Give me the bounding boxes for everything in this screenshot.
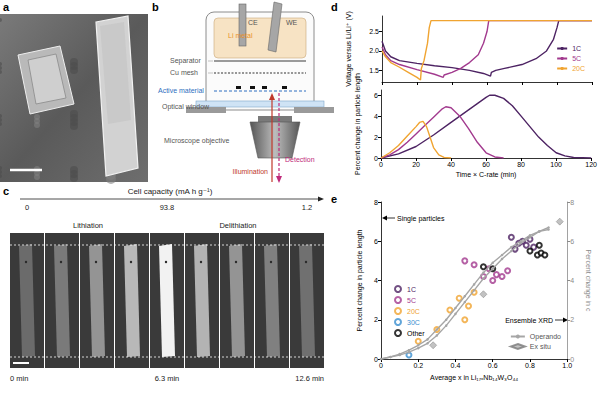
svg-text:Percent change in c: Percent change in c (584, 250, 592, 312)
svg-text:2: 2 (570, 316, 574, 323)
svg-text:Cu mesh: Cu mesh (170, 69, 198, 76)
svg-text:8: 8 (374, 199, 378, 206)
svg-text:Operando: Operando (530, 333, 561, 341)
svg-text:60: 60 (482, 161, 490, 168)
svg-text:20: 20 (412, 161, 420, 168)
svg-text:20C: 20C (572, 65, 585, 72)
svg-text:Ex situ: Ex situ (530, 343, 551, 350)
svg-text:40: 40 (447, 161, 455, 168)
svg-text:Cell capacity (mA h g⁻¹): Cell capacity (mA h g⁻¹) (128, 187, 213, 196)
svg-text:30C: 30C (407, 319, 420, 326)
html-text:b: b (152, 1, 159, 13)
svg-text:0.8: 0.8 (525, 362, 535, 369)
svg-text:Percent change in particle len: Percent change in particle length (354, 73, 362, 175)
svg-text:Time × C-rate (min): Time × C-rate (min) (456, 171, 517, 179)
svg-text:6: 6 (374, 92, 378, 99)
svg-text:0: 0 (374, 155, 378, 162)
svg-text:2: 2 (374, 316, 378, 323)
html-text:e: e (331, 193, 338, 205)
svg-text:CE: CE (248, 19, 258, 26)
svg-text:1C: 1C (407, 286, 416, 293)
html-text:c: c (3, 185, 10, 197)
svg-text:12.6 min: 12.6 min (295, 374, 324, 383)
svg-text:6: 6 (374, 238, 378, 245)
svg-text:5C: 5C (572, 55, 581, 62)
svg-text:20C: 20C (407, 308, 420, 315)
svg-text:Single particles: Single particles (397, 215, 445, 223)
svg-text:6: 6 (570, 238, 574, 245)
svg-text:0 min: 0 min (10, 374, 28, 383)
svg-text:Microscope objective: Microscope objective (164, 137, 229, 145)
svg-text:0.6: 0.6 (488, 362, 498, 369)
svg-text:4: 4 (374, 113, 378, 120)
svg-text:Separator: Separator (170, 57, 201, 65)
svg-text:6.3 min: 6.3 min (155, 374, 180, 383)
svg-text:0: 0 (379, 161, 383, 168)
svg-text:93.8: 93.8 (160, 203, 175, 212)
svg-text:Other: Other (407, 330, 425, 337)
svg-text:4: 4 (374, 277, 378, 284)
svg-text:5C: 5C (407, 297, 416, 304)
svg-text:Li metal: Li metal (228, 32, 253, 39)
svg-text:Ensemble XRD: Ensemble XRD (505, 317, 553, 324)
svg-text:1C: 1C (572, 45, 581, 52)
svg-text:Percent change in particle len: Percent change in particle length (356, 229, 364, 331)
svg-text:0: 0 (570, 355, 575, 363)
svg-text:Voltage versus Li/Li⁺ (V): Voltage versus Li/Li⁺ (V) (345, 11, 353, 87)
svg-text:Illumination: Illumination (233, 168, 269, 175)
svg-text:1.2: 1.2 (302, 203, 312, 212)
svg-text:Detection: Detection (285, 156, 315, 163)
svg-text:1.0: 1.0 (562, 362, 572, 369)
svg-text:Lithiation: Lithiation (73, 221, 103, 230)
svg-text:2.0: 2.0 (369, 47, 379, 54)
svg-text:Average x in Li₁₇ₓNb₁₄W₃O₄₄: Average x in Li₁₇ₓNb₁₄W₃O₄₄ (430, 374, 518, 382)
svg-text:0: 0 (379, 362, 383, 369)
svg-text:0.4: 0.4 (451, 362, 461, 369)
svg-text:Delithiation: Delithiation (219, 221, 256, 230)
svg-text:0: 0 (374, 356, 378, 363)
svg-text:120: 120 (585, 161, 597, 168)
svg-text:4: 4 (570, 277, 574, 284)
svg-text:1.5: 1.5 (369, 67, 379, 74)
svg-text:0: 0 (25, 203, 29, 212)
svg-text:0.2: 0.2 (413, 362, 423, 369)
svg-text:2: 2 (374, 134, 378, 141)
svg-text:80: 80 (517, 161, 525, 168)
svg-text:Active material: Active material (158, 87, 204, 94)
svg-text:2.5: 2.5 (369, 28, 379, 35)
html-text:d: d (331, 1, 338, 13)
svg-text:WE: WE (286, 19, 298, 26)
svg-text:Optical window: Optical window (162, 103, 210, 111)
svg-text:100: 100 (550, 161, 562, 168)
svg-text:8: 8 (570, 199, 574, 206)
html-text:a: a (3, 1, 10, 13)
